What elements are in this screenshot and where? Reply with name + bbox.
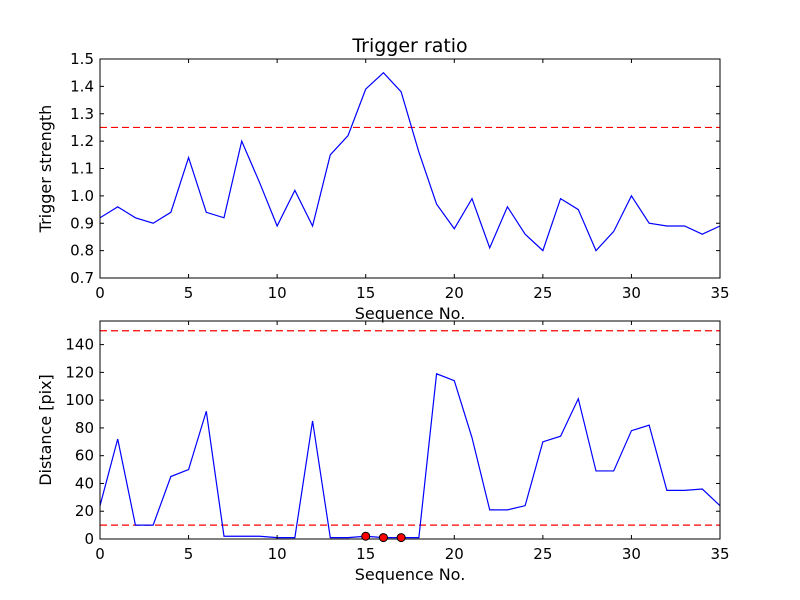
distance-marker-point	[378, 533, 388, 543]
distance-y-tick-label: 140	[65, 336, 94, 354]
trigger-ratio-x-tick-label: 20	[445, 284, 464, 302]
trigger-ratio-y-axis-label: Trigger strength	[36, 105, 55, 234]
trigger-ratio-series-line-0	[100, 71, 720, 252]
trigger-ratio-x-tick-label: 15	[356, 284, 375, 302]
distance-y-tick-label: 40	[75, 474, 94, 492]
distance-ticks: 0 5 10 15 20 25 30 35 0 20 40 60 80 100 120 140	[65, 321, 730, 563]
trigger-ratio-chart: 0 5 10 15 20 25 30 35 0.7 0.8 0.9 1.0 1.1 1.2 1.3 1.4 1.…	[36, 35, 730, 323]
distance-x-tick-label: 35	[710, 545, 729, 563]
distance-y-axis-label: Distance [pix]	[36, 374, 55, 486]
distance-y-tick-label: 60	[75, 447, 94, 465]
trigger-ratio-y-tick-label: 1.0	[70, 187, 94, 205]
trigger-ratio-y-tick-label: 1.2	[70, 132, 94, 150]
trigger-ratio-y-tick-label: 0.8	[70, 242, 94, 260]
distance-x-tick-label: 15	[356, 545, 375, 563]
trigger-ratio-x-tick-label: 30	[622, 284, 641, 302]
distance-marker-point	[396, 533, 406, 543]
trigger-ratio-x-tick-label: 0	[95, 284, 105, 302]
distance-plot-area	[100, 330, 720, 539]
distance-chart: 0 5 10 15 20 25 30 35 0 20 40 60 80 100 120 140 Sequenc…	[36, 320, 730, 584]
distance-y-tick-label: 0	[84, 530, 94, 548]
trigger-ratio-x-axis-label: Sequence No.	[355, 304, 466, 323]
distance-x-tick-label: 25	[533, 545, 552, 563]
trigger-ratio-y-tick-label: 1.1	[70, 160, 94, 178]
distance-x-tick-label: 20	[445, 545, 464, 563]
distance-axes-frame	[99, 320, 721, 540]
trigger-ratio-x-tick-label: 35	[710, 284, 729, 302]
distance-y-tick-label: 120	[65, 363, 94, 381]
trigger-ratio-y-tick-label: 0.7	[70, 269, 94, 287]
trigger-ratio-x-tick-label: 25	[533, 284, 552, 302]
trigger-ratio-y-tick-label: 1.3	[70, 105, 94, 123]
trigger-ratio-y-tick-label: 1.4	[70, 77, 94, 95]
trigger-ratio-plot-area	[100, 71, 720, 252]
trigger-ratio-ticks: 0 5 10 15 20 25 30 35 0.7 0.8 0.9 1.0 1.1 1.2 1.3 1.4 1.…	[70, 50, 729, 302]
distance-y-tick-label: 100	[65, 391, 94, 409]
trigger-ratio-y-tick-label: 0.9	[70, 214, 94, 232]
distance-x-tick-label: 5	[184, 545, 194, 563]
distance-marker-point	[361, 531, 371, 541]
trigger-ratio-y-tick-label: 1.5	[70, 50, 94, 68]
distance-x-tick-label: 30	[622, 545, 641, 563]
trigger-ratio-title: Trigger ratio	[351, 35, 467, 57]
distance-series-line-0	[100, 372, 720, 539]
distance-y-tick-label: 80	[75, 419, 94, 437]
distance-y-tick-label: 20	[75, 502, 94, 520]
distance-x-tick-label: 0	[95, 545, 105, 563]
trigger-ratio-axes-frame	[99, 58, 721, 279]
trigger-ratio-x-tick-label: 5	[184, 284, 194, 302]
trigger-ratio-x-tick-label: 10	[268, 284, 287, 302]
distance-x-tick-label: 10	[268, 545, 287, 563]
distance-x-axis-label: Sequence No.	[355, 565, 466, 584]
